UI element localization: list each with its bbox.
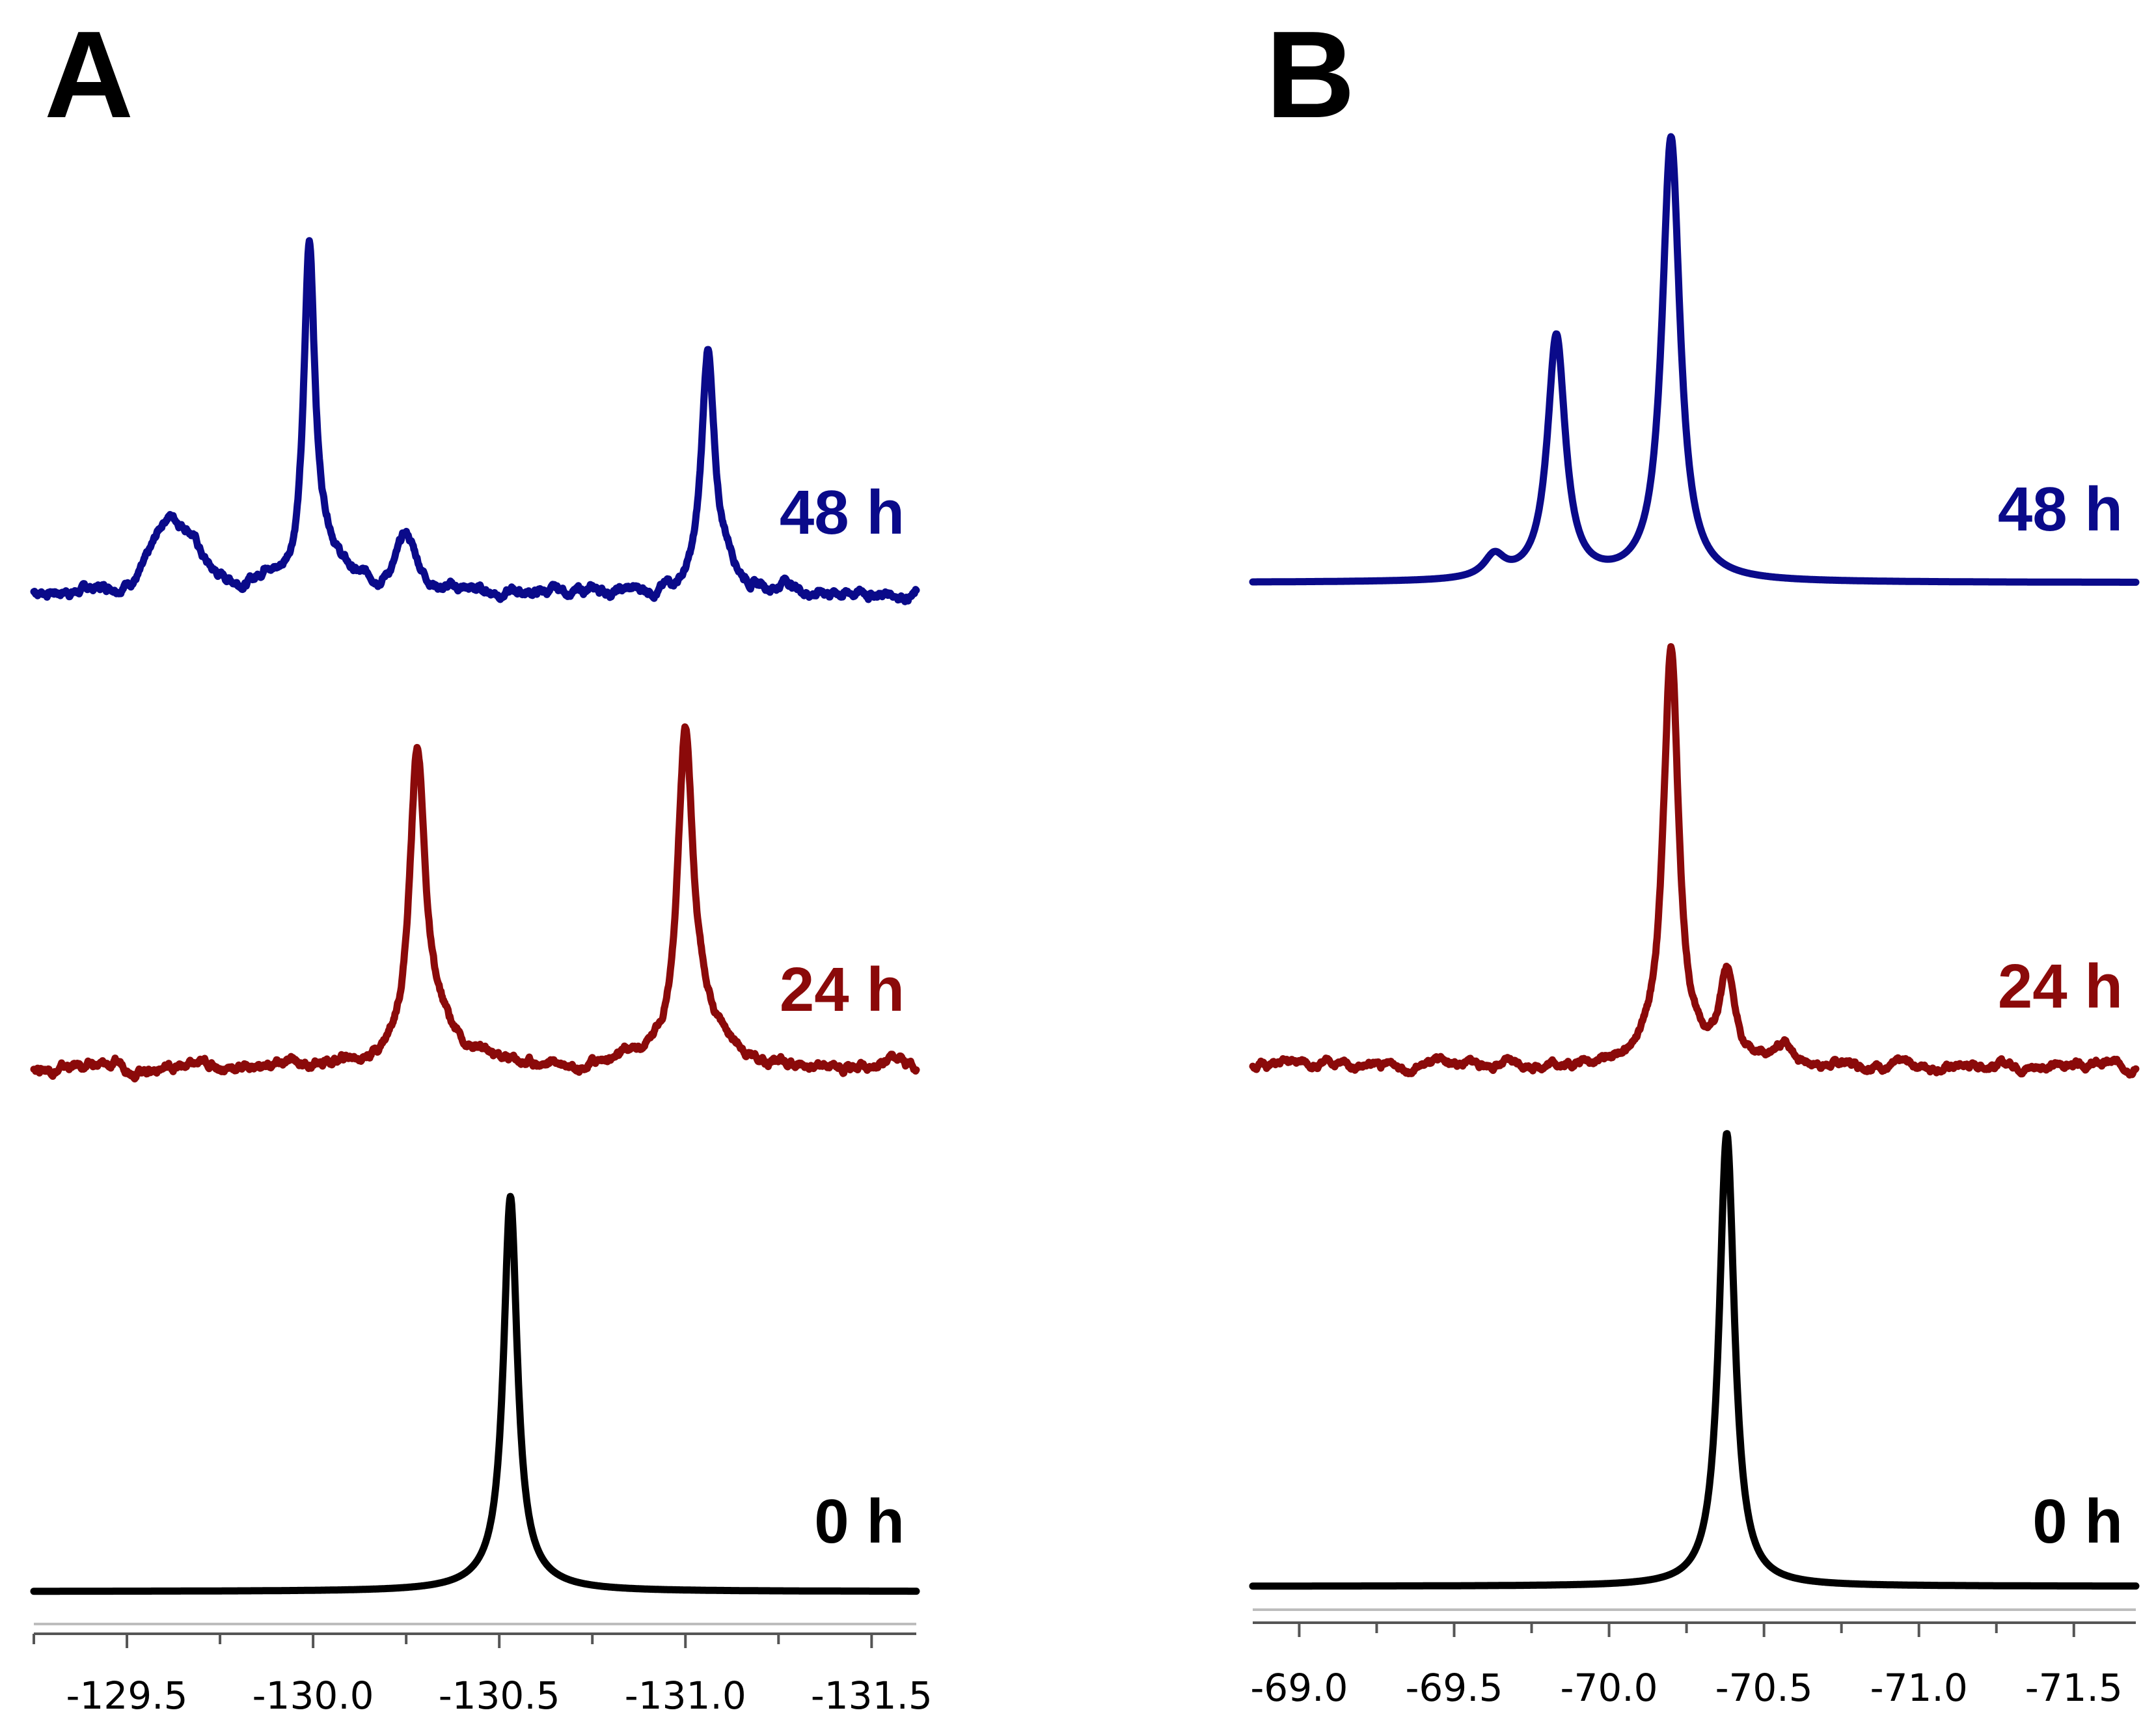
trace-label-0h: 0 h [2032,1487,2123,1556]
x-tick-label: -70.5 [1715,1666,1813,1710]
spectrum-trace-48h [30,237,920,605]
panel-a-letter: A [44,6,133,144]
x-tick-label: -131.0 [625,1673,746,1718]
panel-a-chart: -129.5 -130.0 -130.5 -131.0 -131.5 48 h 24 h 0 … [30,237,933,1718]
spectrum-trace-48h [1249,133,2140,586]
x-tick-label: -130.0 [252,1673,374,1718]
spectrum-trace-0h [1249,1130,2140,1590]
trace-label-0h: 0 h [814,1487,905,1556]
x-tick-label: -130.5 [439,1673,560,1718]
x-tick-label: -131.5 [811,1673,933,1718]
trace-label-24h: 24 h [780,955,905,1025]
x-tick-label: -71.5 [2025,1666,2123,1710]
trace-label-24h: 24 h [1998,952,2123,1021]
x-tick-label: -70.0 [1561,1666,1658,1710]
panel-b-letter: B [1266,6,1355,144]
x-tick-label: -69.0 [1250,1666,1348,1710]
spectrum-trace-24h [30,723,920,1082]
trace-label-48h: 48 h [1998,475,2123,544]
trace-label-48h: 48 h [780,478,905,547]
x-tick-label: -71.0 [1870,1666,1968,1710]
panel-b-chart: -69.0 -69.5 -70.0 -70.5 -71.0 -71.5 48 h 24 h 0 … [1249,133,2140,1710]
spectrum-trace-0h [30,1192,920,1595]
x-tick-label: -129.5 [66,1673,188,1718]
spectrum-trace-24h [1249,643,2140,1079]
x-tick-label: -69.5 [1405,1666,1503,1710]
